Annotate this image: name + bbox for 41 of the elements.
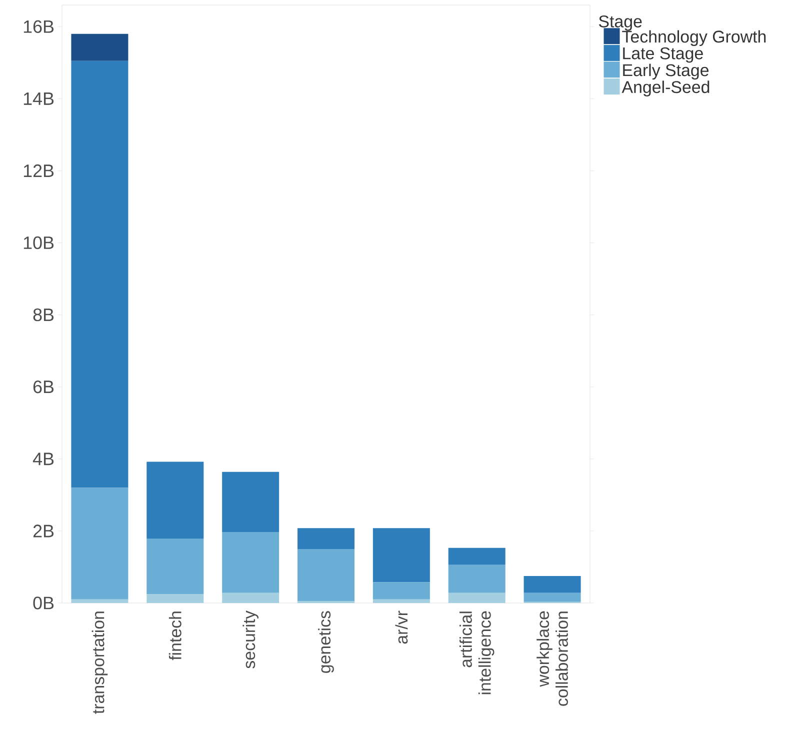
bar: [372, 582, 430, 600]
bar: [372, 528, 430, 582]
x-tick-label: workplace collaboration: [536, 611, 568, 706]
y-tick-label: 12B: [24, 164, 54, 177]
bar: [146, 594, 204, 603]
bar: [71, 488, 128, 600]
bar: [222, 472, 280, 532]
bar: [146, 538, 204, 594]
bar: [298, 548, 355, 602]
y-tick-label: 6B: [33, 380, 54, 394]
bar: [298, 528, 355, 549]
legend-label: Early Stage: [623, 64, 709, 80]
bar: [448, 548, 506, 565]
x-tick-label: fintech: [168, 612, 182, 660]
bar: [222, 592, 280, 603]
x-tick-label: security: [242, 610, 258, 668]
bar: [372, 599, 430, 603]
bar: [71, 60, 128, 488]
x-tick-label: transportation: [92, 612, 108, 714]
bar: [524, 576, 581, 593]
legend-title: Stage: [598, 15, 642, 31]
legend-label: Angel-Seed: [622, 80, 710, 96]
y-tick-label: 2B: [33, 524, 54, 538]
bar: [524, 592, 581, 602]
bar: [448, 592, 506, 603]
bar: [146, 462, 204, 539]
legend-label: Technology Growth: [622, 30, 766, 46]
y-tick-label: 16B: [24, 20, 54, 33]
y-tick-label: 8B: [33, 308, 54, 322]
legend-label: Late Stage: [623, 47, 703, 63]
y-tick-label: 4B: [32, 452, 54, 466]
y-tick-label: 0B: [33, 596, 54, 610]
y-tick-label: 14B: [24, 92, 54, 105]
x-tick-label: ar/vr: [395, 610, 408, 644]
x-tick-label: genetics: [318, 611, 334, 673]
y-tick-label: 10B: [24, 236, 54, 250]
bar: [71, 34, 128, 61]
bar: [448, 564, 506, 593]
bar: [71, 599, 128, 603]
bar: [222, 532, 280, 593]
x-tick-label: artificial intelligence: [460, 611, 494, 694]
